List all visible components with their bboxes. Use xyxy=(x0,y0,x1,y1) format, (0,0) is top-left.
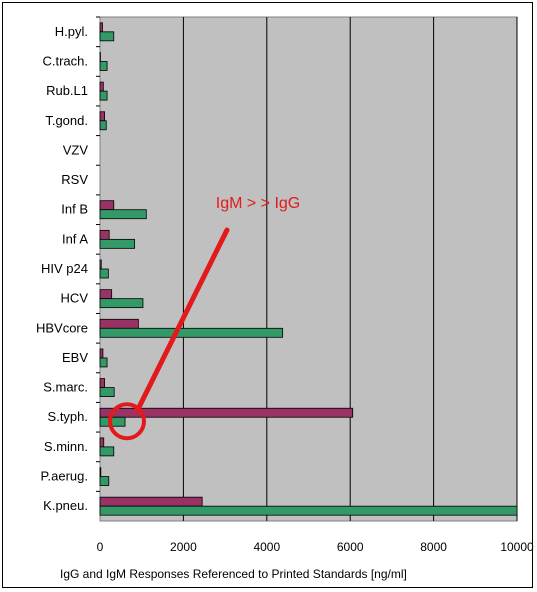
igg-bar xyxy=(99,238,136,249)
igg-bar xyxy=(99,476,110,486)
x-tick-label: 10000 xyxy=(500,540,534,554)
igm-bar xyxy=(99,437,105,448)
category-label: HBVcore xyxy=(36,320,88,335)
igm-bar xyxy=(99,348,104,359)
igm-bar xyxy=(99,22,103,33)
category-label: S.minn. xyxy=(44,439,88,454)
category-label: H.pyl. xyxy=(55,24,88,39)
x-axis-label: IgG and IgM Responses Referenced to Prin… xyxy=(60,567,407,581)
igg-bar xyxy=(99,357,108,368)
igm-bar xyxy=(99,378,105,388)
igm-bar xyxy=(99,111,105,122)
x-tick-label: 6000 xyxy=(337,540,364,554)
igg-bar xyxy=(99,120,107,131)
igg-bar xyxy=(99,31,115,42)
igg-bar xyxy=(99,446,115,457)
igm-bar xyxy=(99,318,139,329)
igm-bar xyxy=(99,259,102,270)
igg-bar xyxy=(99,61,108,71)
igg-bar xyxy=(99,327,284,338)
igg-bar xyxy=(99,90,108,101)
igg-bar xyxy=(99,268,109,279)
igg-bar xyxy=(99,387,115,397)
igm-bar xyxy=(99,289,113,300)
annotation-circle xyxy=(108,402,146,441)
category-label: S.typh. xyxy=(48,409,88,424)
x-tick-label: 0 xyxy=(97,540,104,554)
category-label: T.gond. xyxy=(45,113,88,128)
category-label: C.trach. xyxy=(42,53,88,68)
x-tick-label: 8000 xyxy=(420,540,447,554)
category-label: Inf A xyxy=(62,231,88,246)
category-label: Inf B xyxy=(61,202,88,217)
igm-bar xyxy=(99,467,102,477)
igm-bar xyxy=(99,229,110,240)
category-label: RSV xyxy=(61,172,88,187)
category-label: S.marc. xyxy=(43,380,88,395)
igg-bar xyxy=(99,416,126,427)
x-tick-label: 2000 xyxy=(170,540,197,554)
annotation-arrow xyxy=(134,227,230,414)
category-label: P.aerug. xyxy=(41,469,88,484)
category-label: HIV p24 xyxy=(41,261,88,276)
igm-bar xyxy=(99,81,104,92)
igg-bar xyxy=(99,209,147,220)
igm-bar xyxy=(99,496,203,507)
igm-bar xyxy=(99,200,115,211)
igg-bar xyxy=(99,505,518,516)
x-tick-label: 4000 xyxy=(253,540,280,554)
igm-bar xyxy=(99,407,354,418)
plot-area xyxy=(99,16,518,522)
igg-bar xyxy=(99,298,144,309)
category-label: HCV xyxy=(61,291,89,306)
annotation-label: IgM > > IgG xyxy=(216,195,300,212)
category-label: Rub.L1 xyxy=(46,83,88,98)
category-label: EBV xyxy=(62,350,88,365)
category-label: VZV xyxy=(63,142,89,157)
category-label: K.pneu. xyxy=(43,498,88,513)
